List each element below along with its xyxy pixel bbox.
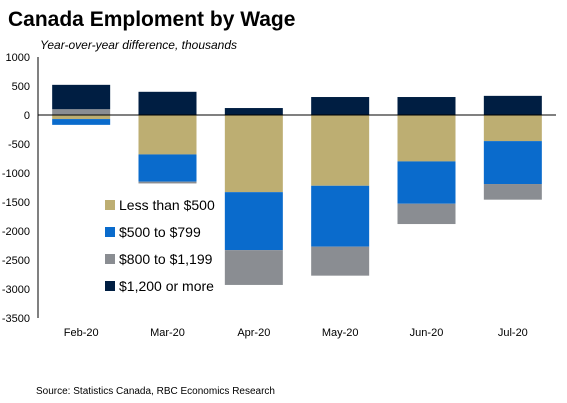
legend-swatch: [105, 254, 115, 264]
y-tick-label: 0: [24, 110, 30, 122]
chart-title: Canada Emploment by Wage: [8, 8, 296, 31]
legend-swatch: [105, 227, 115, 237]
legend-swatch: [105, 200, 115, 210]
bar-segment: [311, 185, 370, 247]
bars: [52, 84, 542, 285]
y-tick-label: 1000: [6, 52, 30, 64]
legend-label: Less than $500: [119, 197, 215, 213]
bar-segment: [483, 95, 542, 115]
bar-segment: [52, 115, 111, 120]
bar-segment: [397, 115, 456, 162]
x-tick-label: Jul-20: [498, 327, 528, 339]
x-tick-label: Mar-20: [150, 327, 185, 339]
bar-segment: [52, 109, 111, 115]
source-note: Source: Statistics Canada, RBC Economics…: [36, 386, 275, 397]
bar-segment: [397, 97, 456, 115]
y-tick-label: 500: [12, 81, 30, 93]
legend: Less than $500 $500 to $799 $800 to $1,199…: [105, 197, 215, 294]
y-tick-label: -2000: [2, 226, 30, 238]
x-tick-label: Feb-20: [64, 327, 99, 339]
bar-segment: [397, 161, 456, 204]
x-axis-labels: Feb-20 Mar-20 Apr-20 May-20 Jun-20 Jul-20: [64, 327, 528, 339]
bar-segment: [397, 203, 456, 225]
bar-segment: [224, 250, 283, 285]
bar-segment: [311, 97, 370, 115]
y-tick-label: -500: [8, 139, 30, 151]
bar-segment: [52, 84, 111, 110]
y-axis: 1000 500 0 -500 -1000 -1500 -2000 -2500 -3000 -35…: [2, 52, 39, 325]
bar-segment: [138, 91, 197, 115]
legend-label: $1,200 or more: [119, 278, 214, 294]
y-tick-label: -3000: [2, 284, 30, 296]
bar-segment: [311, 246, 370, 276]
bar-segment: [138, 154, 197, 182]
x-tick-label: May-20: [322, 327, 359, 339]
bar-segment: [483, 115, 542, 142]
bar-segment: [483, 184, 542, 200]
x-tick-label: Apr-20: [237, 327, 270, 339]
x-tick-label: Jun-20: [410, 327, 444, 339]
bar-segment: [224, 115, 283, 193]
bar-segment: [224, 108, 283, 115]
bar-segment: [138, 181, 197, 184]
y-tick-label: -3500: [2, 313, 30, 325]
legend-label: $800 to $1,199: [119, 251, 213, 267]
legend-swatch: [105, 281, 115, 291]
legend-label: $500 to $799: [119, 224, 201, 240]
y-tick-label: -1500: [2, 197, 30, 209]
y-tick-label: -2500: [2, 255, 30, 267]
bar-segment: [224, 192, 283, 251]
bar-segment: [138, 115, 197, 155]
bar-segment: [483, 141, 542, 185]
bar-segment: [52, 119, 111, 125]
chart-subtitle: Year-over-year difference, thousands: [40, 38, 238, 52]
bar-segment: [311, 115, 370, 186]
y-tick-label: -1000: [2, 168, 30, 180]
